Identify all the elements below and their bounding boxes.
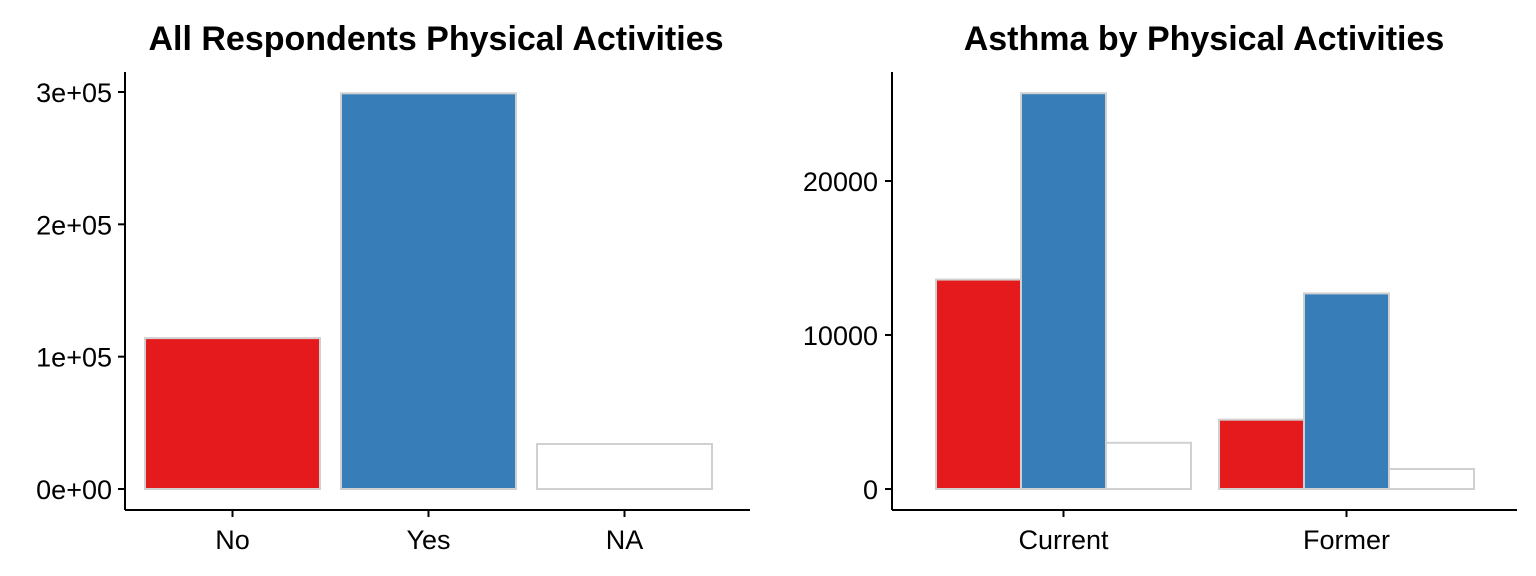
x-tick-label: Former — [1303, 525, 1390, 555]
panel-asthma: Asthma by Physical Activities 0 10000 2000… — [803, 20, 1517, 555]
bar-no — [144, 337, 321, 491]
y-tick-label: 2e+05 — [36, 210, 112, 240]
y-tick-label: 20000 — [803, 167, 878, 197]
x-axis-all-respondents: No Yes NA — [125, 509, 750, 555]
x-tick-label: NA — [606, 525, 644, 555]
y-tick-label: 3e+05 — [36, 78, 112, 108]
bar-current-0 — [935, 278, 1022, 490]
x-tick-label: Yes — [406, 525, 450, 555]
bar-former-0 — [1218, 418, 1305, 491]
bars-asthma — [935, 92, 1475, 491]
y-tick-label: 1e+05 — [36, 343, 112, 373]
y-axis-asthma: 0 10000 20000 — [803, 72, 893, 510]
chart-title-all-respondents: All Respondents Physical Activities — [148, 20, 723, 58]
x-tick-label: Current — [1018, 525, 1109, 555]
bar-former-2 — [1388, 467, 1475, 491]
bar-yes — [340, 92, 517, 490]
y-axis-all-respondents: 0e+00 1e+05 2e+05 3e+05 — [36, 72, 126, 510]
bar-former-1 — [1303, 292, 1390, 491]
y-tick-label: 0 — [863, 475, 878, 505]
bar-na — [536, 443, 713, 490]
chart-title-asthma: Asthma by Physical Activities — [964, 20, 1445, 58]
y-tick-label: 0e+00 — [36, 475, 112, 505]
bar-current-1 — [1020, 92, 1107, 490]
x-tick-label: No — [215, 525, 250, 555]
x-axis-asthma: Current Former — [892, 509, 1517, 555]
y-tick-label: 10000 — [803, 321, 878, 351]
bar-current-2 — [1105, 441, 1192, 490]
bars-all-respondents — [144, 92, 713, 491]
panel-all-respondents: All Respondents Physical Activities 0e+0… — [36, 20, 750, 555]
